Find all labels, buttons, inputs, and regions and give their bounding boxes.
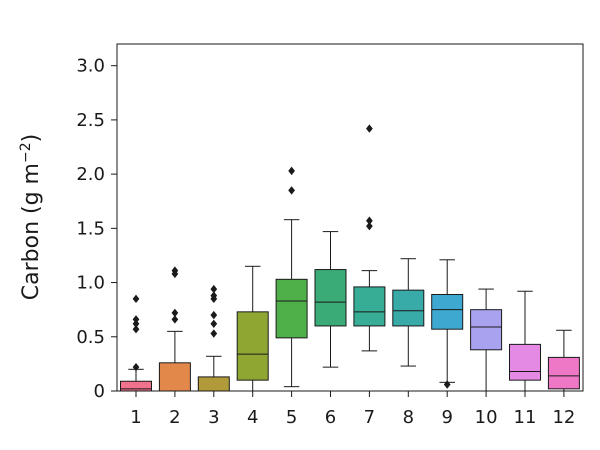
y-tick-label: 2.5 — [76, 110, 105, 131]
box — [197, 376, 230, 392]
y-axis-title-superscript: −2 — [18, 142, 34, 163]
outlier-point — [288, 186, 295, 195]
outlier-point — [210, 284, 218, 294]
y-axis-title: Carbon (g m−2) — [18, 134, 44, 300]
box-group — [470, 288, 503, 392]
y-axis: 0 0.5 1.0 1.5 2.0 2.5 3.0 — [76, 56, 117, 402]
box — [470, 309, 503, 351]
box-group — [353, 124, 386, 352]
outlier-point — [366, 124, 373, 133]
y-tick-label: 3.0 — [76, 56, 105, 77]
x-tick-label: 10 — [475, 407, 498, 428]
box-group — [236, 265, 269, 392]
x-tick-label: 1 — [130, 407, 141, 428]
y-tick-label: 0 — [94, 381, 105, 402]
box — [353, 286, 386, 327]
outlier-point — [443, 380, 451, 389]
x-tick-label: 4 — [247, 407, 258, 428]
outlier-point — [366, 221, 373, 231]
outlier-point — [132, 294, 140, 304]
outlier-point — [288, 166, 295, 176]
box-group — [392, 258, 425, 367]
box-group — [509, 290, 541, 392]
box — [236, 311, 269, 381]
box-group — [314, 231, 347, 368]
x-tick-label: 7 — [364, 407, 375, 428]
x-tick-label: 11 — [514, 407, 537, 428]
outlier-point — [132, 315, 140, 324]
x-tick-label: 12 — [552, 407, 575, 428]
box — [509, 343, 541, 381]
y-tick-label: 1.5 — [76, 218, 105, 239]
y-axis-title-close: ) — [19, 134, 44, 143]
y-axis-title-main: Carbon (g m — [19, 163, 44, 300]
box — [547, 356, 580, 390]
x-tick-label: 5 — [286, 407, 297, 428]
outlier-point — [171, 315, 179, 324]
y-tick-label: 0.5 — [76, 327, 105, 348]
outlier-point — [210, 310, 218, 320]
box-group — [120, 294, 152, 392]
outlier-point — [210, 329, 218, 338]
box-group — [275, 166, 308, 388]
box-group — [197, 284, 230, 392]
x-tick-label: 2 — [169, 407, 180, 428]
y-tick-label: 1.0 — [76, 273, 105, 294]
plot-frame — [116, 43, 584, 392]
box — [431, 293, 464, 330]
box-group — [431, 259, 464, 389]
outlier-point — [171, 308, 179, 318]
outlier-point — [132, 324, 140, 334]
outlier-point — [132, 362, 140, 372]
x-axis: 1 2 3 4 5 6 7 8 9 10 11 12 — [130, 391, 575, 428]
outlier-point — [171, 266, 179, 275]
box-group — [158, 266, 191, 392]
box — [275, 278, 308, 339]
outlier-point — [210, 319, 218, 328]
x-tick-label: 9 — [441, 407, 452, 428]
y-tick-label: 2.0 — [76, 164, 105, 185]
box — [392, 289, 425, 327]
x-tick-label: 3 — [208, 407, 219, 428]
plot-area — [120, 124, 580, 392]
outlier-point — [132, 319, 140, 328]
box — [158, 362, 191, 392]
outlier-point — [210, 291, 218, 300]
x-tick-label: 6 — [325, 407, 336, 428]
box — [120, 380, 152, 392]
box — [314, 269, 347, 327]
box-group — [547, 329, 580, 392]
x-tick-label: 8 — [403, 407, 414, 428]
outlier-point — [366, 216, 373, 225]
